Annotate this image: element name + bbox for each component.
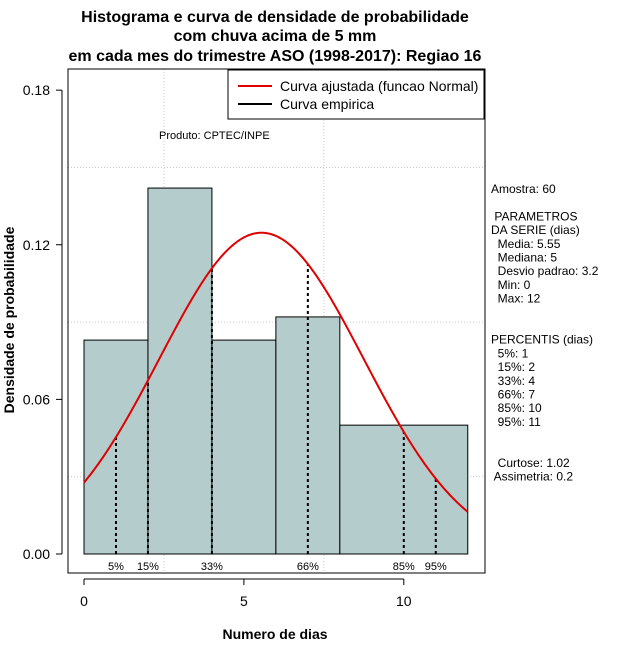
x-tick-label: 10 [396,593,412,609]
fitted-normal-curve [83,231,469,513]
legend: Curva ajustada (funcao Normal) Curva emp… [227,69,485,120]
stats-line: 15%: 2 [491,360,535,374]
percentile-label: 15% [137,561,159,573]
y-axis-title: Densidade de probabilidade [1,226,17,413]
axes: 0.00 0.06 0.12 0.18 0 5 10 [23,68,486,609]
legend-label-fitted: Curva ajustada (funcao Normal) [280,78,478,94]
stats-line: Desvio padrao: 3.2 [491,264,599,278]
stats-line: 33%: 4 [491,374,535,388]
y-tick-label: 0.12 [23,237,50,253]
percentile-label: 33% [201,561,223,573]
legend-label-empirical: Curva empirica [280,96,374,112]
x-axis-title: Numero de dias [222,626,327,642]
percentile-label: 66% [297,561,319,573]
percentile-label: 95% [425,561,447,573]
stats-line: Mediana: 5 [491,251,557,265]
legend-box [227,69,485,120]
fitted-curve-layer [83,231,469,513]
histogram-bar [339,424,469,555]
histogram-bars [83,187,469,555]
stats-line: PERCENTIS (dias) [491,333,593,347]
stats-line: 85%: 10 [491,401,542,415]
percentile-label: 5% [108,561,124,573]
product-annotation: Produto: CPTEC/INPE [159,130,270,142]
stats-line: Amostra: 60 [491,182,556,196]
plot-frame [67,68,486,574]
stats-line: 95%: 11 [491,415,541,429]
stats-line: Assimetria: 0.2 [491,470,573,484]
percentile-label: 85% [393,561,415,573]
histogram-bar [211,339,277,555]
y-tick-label: 0.00 [23,546,50,562]
histogram-bar [147,187,213,555]
stats-line: 66%: 7 [491,388,535,402]
histogram-bar [275,316,341,555]
chart-title-line-1: Histograma e curva de densidade de proba… [81,9,469,26]
percentile-lines: 5% 15% 33% 66% 85% 95% [108,264,447,573]
stats-line: DA SERIE (dias) [491,223,580,237]
x-tick-label: 5 [240,593,248,609]
stats-line: Min: 0 [491,278,531,292]
histogram-bar [83,339,149,555]
chart-title-line-3: em cada mes do trimestre ASO (1998-2017)… [69,48,482,65]
y-tick-label: 0.06 [23,391,50,407]
stats-line: Media: 5.55 [491,237,561,251]
chart-title-line-2: com chuva acima de 5 mm [174,28,377,45]
stats-line: 5%: 1 [491,346,529,360]
y-tick-label: 0.18 [23,82,50,98]
stats-line: PARAMETROS [491,209,577,223]
stats-line: Max: 12 [491,292,541,306]
x-tick-label: 0 [80,593,88,609]
stats-line: Curtose: 1.02 [491,456,570,470]
